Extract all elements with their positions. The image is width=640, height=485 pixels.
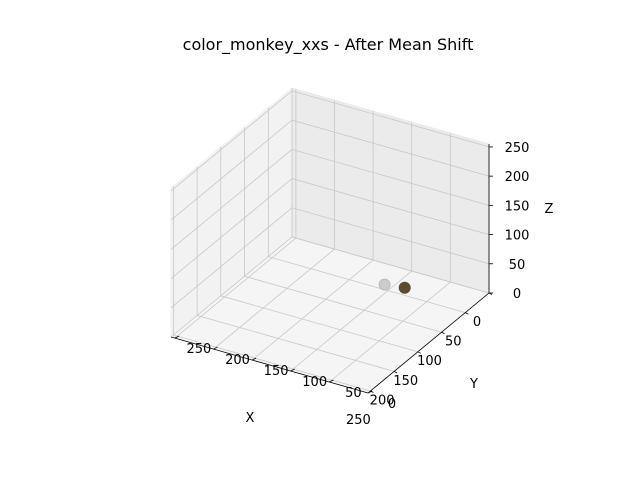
grid-line-z <box>170 178 490 279</box>
y-tick-mark <box>251 357 257 361</box>
scatter-point <box>378 278 391 291</box>
z-tick-label: 250 <box>505 141 530 156</box>
x-axis-line <box>367 292 490 394</box>
grid-line-z <box>170 207 490 309</box>
y-tick-label: 100 <box>302 375 327 390</box>
y-axis-label: Y <box>469 377 478 392</box>
y-tick-mark <box>367 390 373 394</box>
x-tick-label: 150 <box>393 374 418 389</box>
y-axis-line <box>170 336 369 394</box>
x-axis-label: X <box>246 411 255 426</box>
x-tick-mark <box>393 371 398 374</box>
x-tick-label: 100 <box>417 354 442 369</box>
grid-line-z <box>170 90 490 192</box>
y-tick-label: 150 <box>264 364 289 379</box>
x-tick-label: 200 <box>370 393 395 408</box>
z-tick-label: 100 <box>505 229 530 244</box>
y-tick-mark <box>290 368 295 372</box>
y-tick-label: 0 <box>388 397 396 412</box>
y-tick-label: 250 <box>186 342 211 357</box>
grid-line-z <box>170 236 490 338</box>
x-tick-mark <box>417 351 422 354</box>
y-tick-label: 200 <box>225 353 250 368</box>
z-tick-label: 150 <box>505 199 530 214</box>
grid-line-z <box>170 148 490 250</box>
x-tick-label: 50 <box>445 335 462 350</box>
z-tick-label: 0 <box>513 287 521 302</box>
z-tick-label: 50 <box>509 258 526 273</box>
tick-labels: 0501001502002500501001502002500501001502… <box>186 141 529 428</box>
y-tick-mark <box>213 346 218 350</box>
scatter-points <box>378 278 411 294</box>
x-tick-mark <box>441 331 445 335</box>
x-tick-label: 0 <box>473 315 481 330</box>
y-tick-label: 50 <box>345 386 362 401</box>
y-tick-mark <box>329 379 334 383</box>
z-axis-label: Z <box>545 202 554 217</box>
x-tick-label: 250 <box>346 413 371 428</box>
grid-line-z <box>170 119 490 221</box>
scatter-point <box>398 281 411 294</box>
chart-title: color_monkey_xxs - After Mean Shift <box>183 35 474 55</box>
z-tick-label: 200 <box>505 170 530 185</box>
x-tick-mark <box>465 312 469 315</box>
y-tick-mark <box>174 335 180 339</box>
axis-lines <box>170 144 493 394</box>
